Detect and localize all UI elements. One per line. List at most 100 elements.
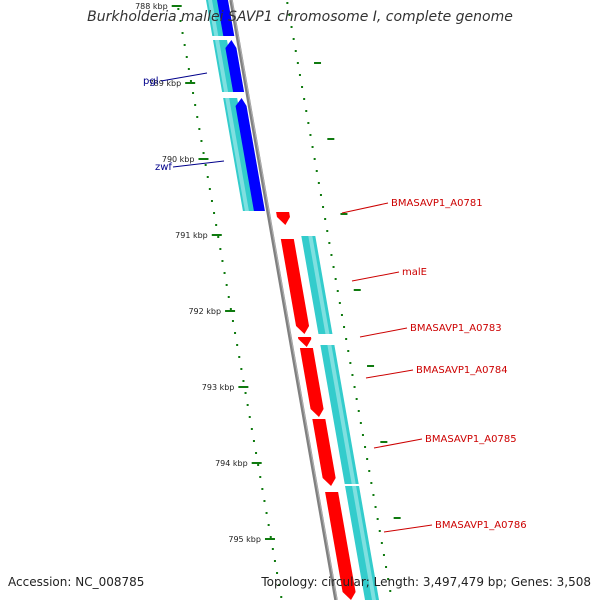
gc-dot: [215, 224, 218, 226]
gc-dot: [189, 80, 192, 82]
forward-cds-highlight: [215, 40, 229, 92]
gc-dot: [359, 422, 362, 424]
gc-dot: [330, 254, 333, 256]
reverse-gene-arrow: [325, 492, 356, 600]
gc-dot-rings: [177, 2, 392, 598]
gc-dot: [179, 20, 182, 22]
gene-label-zwf: zwf: [155, 162, 172, 173]
gc-dot: [319, 194, 322, 196]
gc-dot: [276, 572, 279, 574]
gc-dot: [267, 524, 270, 526]
gc-dot: [364, 446, 367, 448]
forward-gene-arrow: [225, 40, 245, 92]
gc-dot: [234, 332, 237, 334]
gc-dot: [250, 428, 253, 430]
gene-leader-line: [365, 369, 414, 379]
backbone-highlight: [231, 0, 338, 600]
gc-dot: [328, 242, 331, 244]
gc-dot: [223, 272, 226, 274]
gc-dot: [332, 266, 335, 268]
kbp-tick-label: 788 kbp: [135, 2, 168, 11]
gene-leader-line: [160, 72, 208, 82]
gc-dot: [372, 494, 375, 496]
forward-gene-arrow: [235, 98, 265, 211]
kbp-tick-label: 795 kbp: [228, 535, 261, 544]
kbp-tick-label: 791 kbp: [175, 231, 208, 240]
kbp-tick-label: 792 kbp: [188, 307, 221, 316]
gene-label-malE: malE: [402, 267, 427, 278]
forward-gene-arrow: [216, 0, 235, 36]
gc-dot: [231, 320, 234, 322]
gc-dot: [252, 440, 255, 442]
kbp-tick-label: 793 kbp: [202, 383, 235, 392]
gc-dot: [271, 548, 274, 550]
gc-dot: [311, 146, 314, 148]
backbone-line: [229, 0, 338, 600]
gc-dot: [361, 434, 364, 436]
gc-dot: [357, 410, 360, 412]
reverse-gene-arrow: [280, 239, 310, 334]
gc-dot: [213, 212, 216, 214]
gc-dot: [317, 182, 320, 184]
gc-dot: [338, 302, 341, 304]
gc-dot: [351, 374, 354, 376]
gc-dot: [206, 176, 209, 178]
gc-dot: [324, 218, 327, 220]
gc-dot: [244, 392, 247, 394]
gc-dot: [265, 512, 268, 514]
gc-dot: [204, 164, 207, 166]
gc-dot: [389, 590, 392, 592]
gc-dot: [194, 104, 197, 106]
gene-label-pgl: pgl: [143, 76, 158, 87]
gc-dot: [200, 140, 203, 142]
gc-dot: [238, 356, 241, 358]
kbp-tick-label: 794 kbp: [215, 459, 248, 468]
reverse-gene-arrow: [276, 212, 290, 225]
gc-dot: [255, 452, 258, 454]
gc-dot: [345, 338, 348, 340]
gc-dot: [355, 398, 358, 400]
gc-dot: [303, 98, 306, 100]
gene-label-BMASAVP1_A0783: BMASAVP1_A0783: [410, 323, 502, 334]
gc-dot: [307, 122, 310, 124]
gc-dot: [387, 578, 390, 580]
gene-leader-line: [341, 202, 389, 214]
forward-cds-highlight: [225, 98, 249, 211]
reverse-gene-labels: BMASAVP1_A0781 malE BMASAVP1_A0783 BMASAVP1…: [341, 198, 527, 533]
gc-dot: [292, 38, 295, 40]
gc-dot: [273, 560, 276, 562]
gene-leader-line: [351, 271, 400, 282]
gene-label-BMASAVP1_A0786: BMASAVP1_A0786: [435, 520, 527, 531]
gc-dot: [269, 536, 272, 538]
gc-dot: [313, 158, 316, 160]
gc-dot: [185, 56, 188, 58]
gc-dot: [315, 170, 318, 172]
gc-dot: [322, 206, 325, 208]
kbp-ticks: 788 kbp 789 kbp 790 kbp 791 kbp 792 kbp 793 k…: [135, 2, 275, 544]
gc-dot: [259, 476, 262, 478]
gc-dot: [240, 368, 243, 370]
gc-dot: [196, 116, 199, 118]
gc-dot: [217, 236, 220, 238]
gc-dot: [376, 518, 379, 520]
gc-dot: [242, 380, 245, 382]
gene-leader-line: [383, 524, 433, 533]
gc-dot: [208, 188, 211, 190]
gc-dot: [374, 506, 377, 508]
accession-text: Accession: NC_008785: [8, 575, 145, 589]
gc-dot: [257, 464, 260, 466]
reverse-gene-arrow: [297, 337, 312, 347]
gc-dot: [380, 542, 383, 544]
gc-dot: [248, 416, 251, 418]
gene-label-BMASAVP1_A0784: BMASAVP1_A0784: [416, 365, 508, 376]
gene-label-BMASAVP1_A0785: BMASAVP1_A0785: [425, 434, 517, 445]
forward-cds-highlight: [208, 0, 219, 36]
gc-dot: [336, 290, 339, 292]
gc-dot: [187, 68, 190, 70]
gc-dot: [181, 32, 184, 34]
gc-dot: [246, 404, 249, 406]
gc-dot: [290, 26, 293, 28]
gc-dot: [340, 314, 343, 316]
gc-dot: [227, 296, 230, 298]
